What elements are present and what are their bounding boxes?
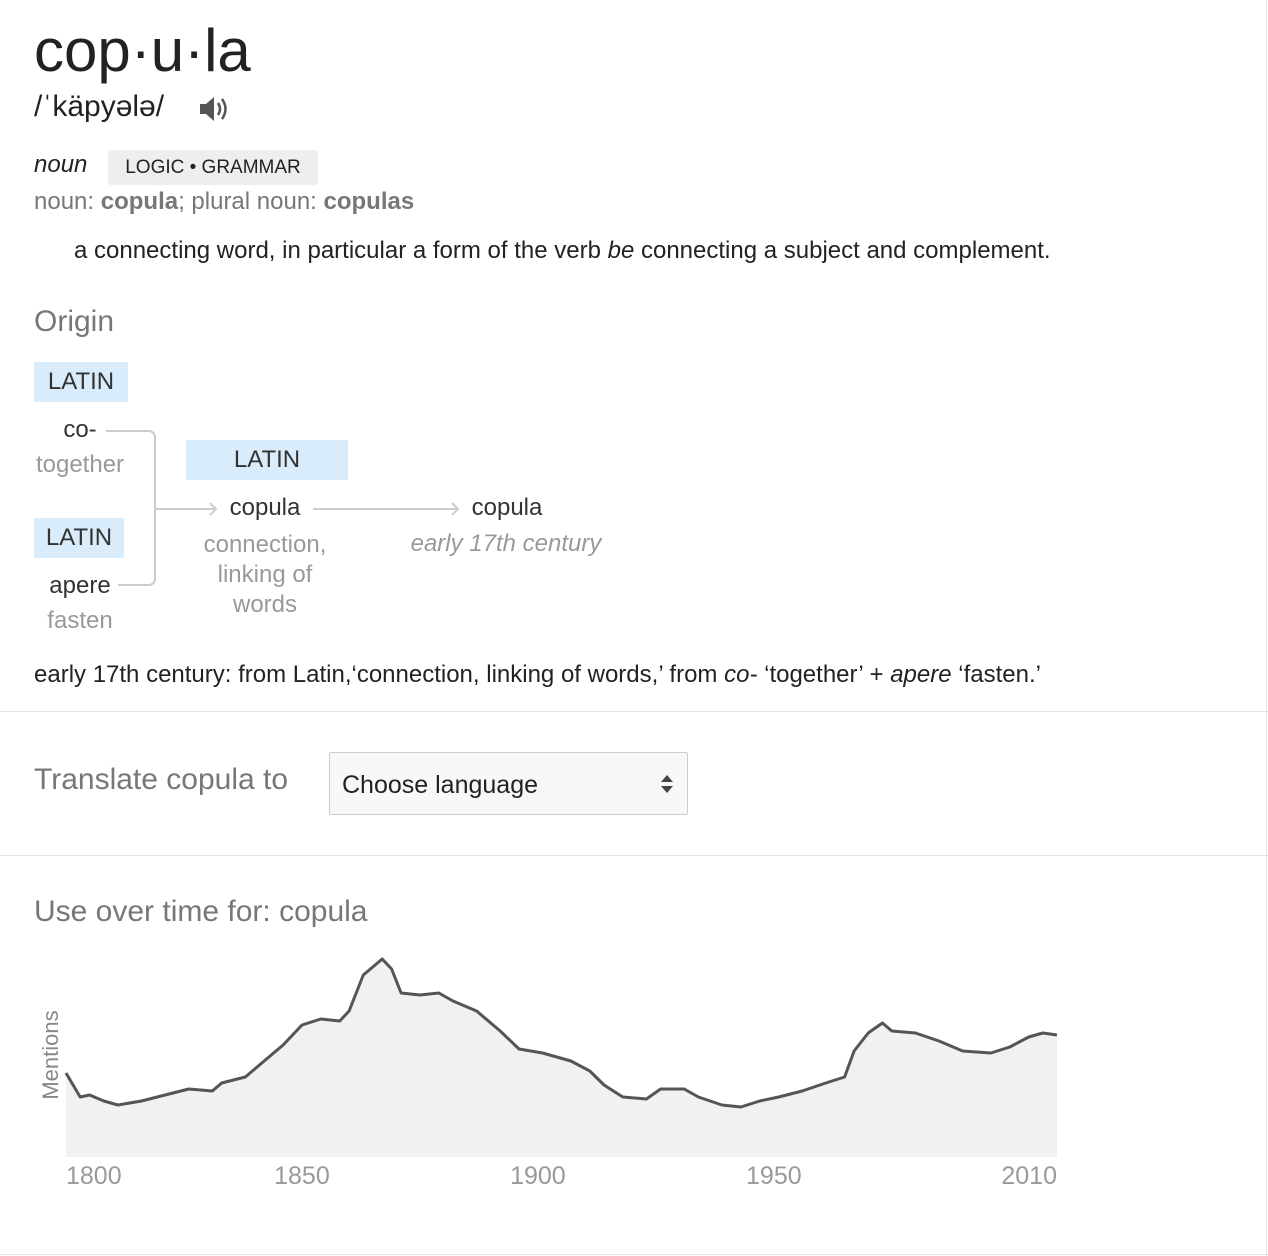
translate-label: Translate copula to bbox=[34, 763, 289, 796]
text: connecting a subject and complement. bbox=[634, 237, 1051, 264]
divider bbox=[0, 1254, 1268, 1255]
origin-gloss: early 17th century bbox=[410, 530, 602, 557]
origin-gloss: together bbox=[35, 451, 125, 478]
form-label: ; plural noun: bbox=[178, 188, 324, 215]
origin-word: apere bbox=[49, 572, 111, 599]
select-arrows bbox=[661, 775, 673, 793]
origin-word: copula bbox=[471, 494, 543, 521]
domain-tag: LOGIC • GRAMMAR bbox=[108, 150, 318, 185]
text: co- bbox=[724, 661, 758, 688]
divider bbox=[0, 855, 1268, 856]
chart-title: Use over time for: copula bbox=[34, 895, 368, 928]
language-tag: LATIN bbox=[34, 518, 124, 558]
text: apere bbox=[890, 661, 952, 688]
card-edge bbox=[1266, 0, 1267, 1256]
x-tick-label: 2010 bbox=[1001, 1162, 1057, 1190]
origin-title: Origin bbox=[34, 305, 115, 338]
language-tag: LATIN bbox=[186, 440, 348, 480]
x-tick-label: 1950 bbox=[746, 1162, 802, 1190]
divider bbox=[0, 711, 1268, 712]
pronunciation: /ˈkäpyələ/ bbox=[34, 90, 165, 123]
language-tag: LATIN bbox=[34, 362, 128, 402]
area-fill bbox=[66, 959, 1057, 1157]
text: early 17th century: from Latin,‘connecti… bbox=[34, 661, 725, 688]
chart: Mentions 1800 1850 1900 1950 2010 bbox=[38, 957, 1058, 1190]
forms: noun: copula; plural noun: copulas bbox=[34, 188, 414, 216]
audio-button[interactable] bbox=[198, 94, 230, 124]
x-tick-label: 1900 bbox=[510, 1162, 566, 1190]
part-of-speech: noun bbox=[34, 151, 88, 178]
text: a connecting word, in particular a form … bbox=[74, 237, 608, 264]
x-tick-label: 1850 bbox=[274, 1162, 330, 1190]
form: copulas bbox=[323, 188, 415, 215]
origin-word: co- bbox=[63, 416, 97, 443]
x-tick-label: 1800 bbox=[66, 1162, 122, 1190]
language-select[interactable]: Choose language bbox=[329, 752, 688, 815]
text: ‘together’ + bbox=[757, 661, 891, 688]
origin-word: copula bbox=[229, 494, 301, 521]
line bbox=[64, 957, 1058, 1109]
origin-gloss: connection, linking of words bbox=[203, 531, 327, 618]
form: copula bbox=[100, 188, 179, 215]
text: be bbox=[607, 237, 635, 264]
form-label: noun: bbox=[34, 188, 101, 215]
etymology: early 17th century: from Latin,‘connecti… bbox=[34, 661, 1041, 689]
definition: a connecting word, in particular a form … bbox=[74, 237, 1051, 265]
origin-gloss: fasten bbox=[47, 607, 113, 634]
headword: cop·u·la bbox=[34, 17, 251, 84]
text: ‘fasten.’ bbox=[951, 661, 1041, 688]
select-text: Choose language bbox=[342, 771, 538, 799]
origin-connectors bbox=[106, 430, 460, 586]
y-axis-label: Mentions bbox=[38, 1010, 63, 1099]
